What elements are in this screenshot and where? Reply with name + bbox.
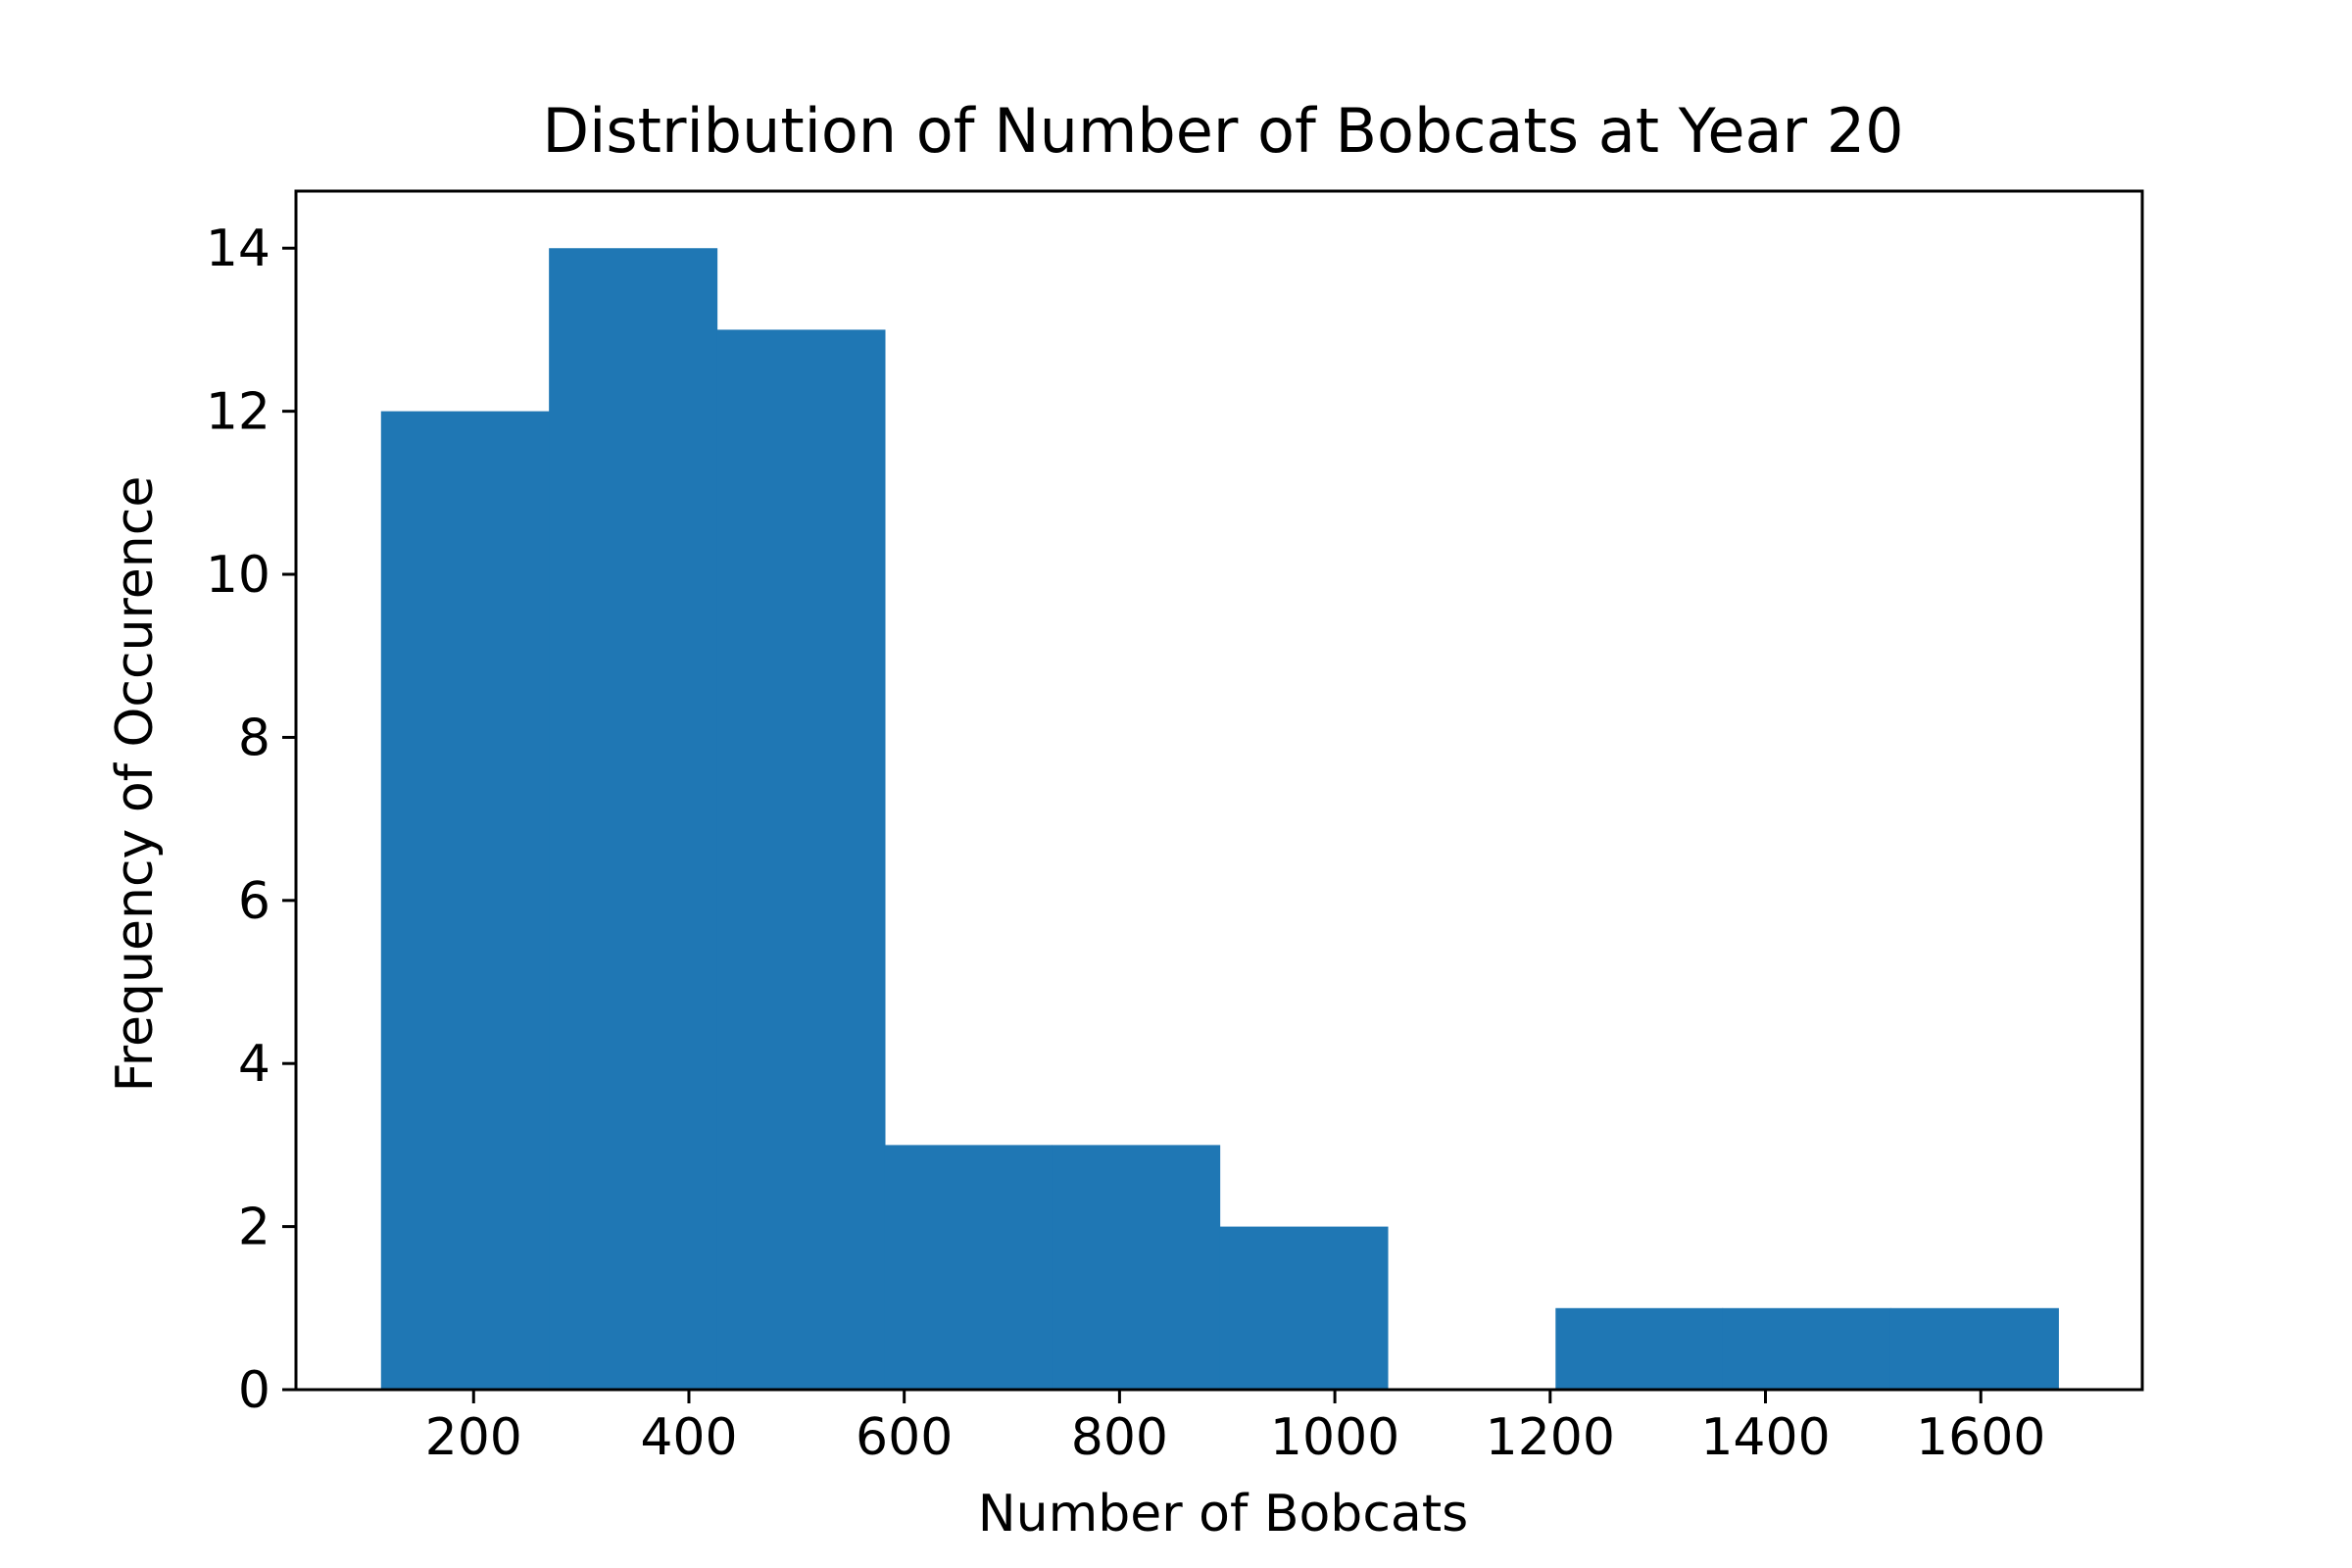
chart-title: Distribution of Number of Bobcats at Yea…: [542, 95, 1903, 167]
histogram-bar: [549, 248, 718, 1391]
y-tick-label: 12: [206, 383, 270, 442]
histogram-bar: [1052, 1145, 1221, 1390]
y-tick-label: 10: [206, 546, 270, 605]
histogram-bar: [380, 411, 550, 1390]
x-tick-label: 400: [640, 1408, 737, 1467]
histogram-bar: [1555, 1307, 1724, 1390]
x-tick-label: 600: [856, 1408, 953, 1467]
y-tick-label: 2: [238, 1199, 270, 1257]
y-tick-label: 8: [238, 709, 270, 767]
x-tick-label: 1600: [1916, 1408, 2045, 1467]
x-tick-label: 800: [1071, 1408, 1168, 1467]
x-tick-label: 200: [425, 1408, 522, 1467]
histogram-bar: [716, 329, 886, 1391]
x-axis-label: Number of Bobcats: [978, 1485, 1469, 1544]
plot-frame: [294, 189, 2144, 1392]
histogram-bar: [1889, 1307, 2059, 1390]
y-tick-label: 14: [206, 220, 270, 278]
y-axis-label: Frequency of Occurence: [106, 476, 165, 1093]
y-tick-label: 0: [238, 1361, 270, 1420]
y-tick-label: 4: [238, 1035, 270, 1094]
bars-group: [380, 248, 2059, 1391]
histogram-bar: [1219, 1226, 1389, 1390]
histogram-bar: [1722, 1307, 1891, 1390]
axes-group: 200 400 600 800 1000 1200 1400 1600 0 2 4 6 8 10 12 14: [206, 189, 2144, 1467]
x-tick-label: 1200: [1486, 1408, 1615, 1467]
x-tick-label: 1400: [1700, 1408, 1830, 1467]
histogram-bar: [884, 1145, 1053, 1390]
x-tick-label: 1000: [1270, 1408, 1399, 1467]
y-tick-label: 6: [238, 872, 270, 931]
